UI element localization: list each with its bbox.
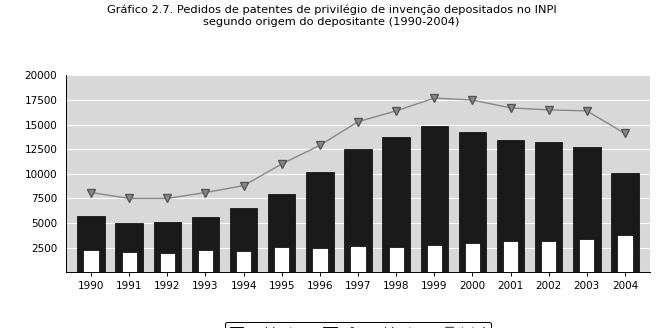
Bar xyxy=(497,140,524,272)
Bar xyxy=(420,126,448,272)
Bar xyxy=(541,241,556,272)
Bar xyxy=(236,251,251,272)
Bar xyxy=(84,250,99,272)
Bar xyxy=(427,245,442,272)
Bar xyxy=(573,147,601,272)
Bar xyxy=(121,252,137,272)
Bar xyxy=(78,216,105,272)
Bar xyxy=(160,253,175,272)
Bar xyxy=(383,137,410,272)
Bar xyxy=(344,149,372,272)
Bar xyxy=(535,142,562,272)
Bar xyxy=(389,247,404,272)
Bar xyxy=(306,172,333,272)
Bar xyxy=(465,243,480,272)
Bar xyxy=(115,223,143,272)
Bar xyxy=(459,132,486,272)
Bar xyxy=(192,217,219,272)
Bar xyxy=(312,248,328,272)
Bar xyxy=(154,222,181,272)
Legend: residentes, não-residentes, total: residentes, não-residentes, total xyxy=(225,322,491,328)
Bar xyxy=(198,250,213,272)
Bar xyxy=(503,241,518,272)
Bar xyxy=(617,235,633,272)
Bar xyxy=(611,173,638,272)
Bar xyxy=(268,194,296,272)
Text: Gráfico 2.7. Pedidos de patentes de privilégio de invenção depositados no INPI
s: Gráfico 2.7. Pedidos de patentes de priv… xyxy=(107,5,556,27)
Bar xyxy=(579,239,595,272)
Bar xyxy=(230,208,257,272)
Bar xyxy=(274,247,289,272)
Bar xyxy=(350,246,366,272)
